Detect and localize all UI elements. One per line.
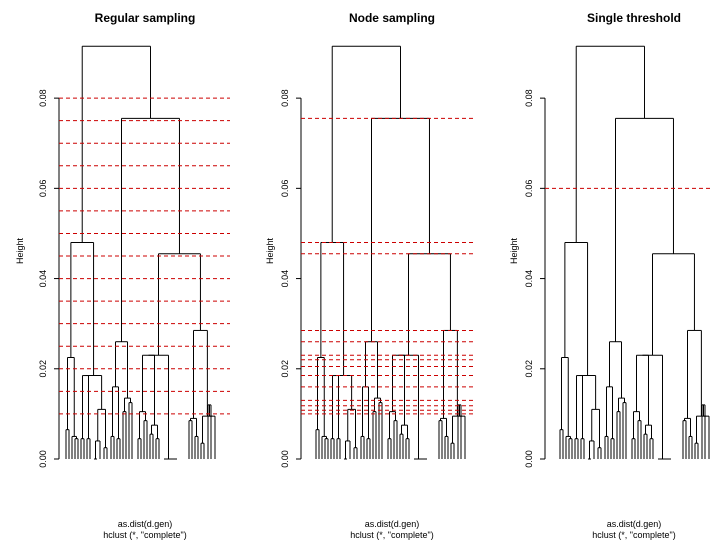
chart-subtitle: as.dist(d.gen) — [365, 519, 420, 529]
y-axis-label: Height — [265, 237, 275, 264]
chart-title: Single threshold — [587, 11, 681, 25]
y-axis-label: Height — [509, 237, 519, 264]
y-tick-label: 0.06 — [280, 180, 290, 198]
y-tick-label: 0.08 — [38, 89, 48, 107]
y-tick-label: 0.00 — [524, 450, 534, 468]
y-tick-label: 0.08 — [524, 89, 534, 107]
y-tick-label: 0.02 — [38, 360, 48, 378]
chart-subtitle: as.dist(d.gen) — [607, 519, 662, 529]
chart-title: Regular sampling — [95, 11, 196, 25]
chart-panel: Single threshold 0.00 0.02 0.04 0.06 0.08 Heig… — [509, 11, 712, 540]
dendrogram — [315, 45, 466, 460]
chart-title: Node sampling — [349, 11, 435, 25]
y-tick-label: 0.02 — [280, 360, 290, 378]
y-axis-label: Height — [15, 237, 25, 264]
chart-subtitle: hclust (*, "complete") — [103, 530, 186, 540]
y-tick-label: 0.04 — [280, 270, 290, 288]
chart-subtitle: as.dist(d.gen) — [118, 519, 173, 529]
chart-panel: Node sampling 0.00 0.02 0.04 0.06 0.08 Height a… — [265, 11, 475, 540]
y-tick-label: 0.00 — [280, 450, 290, 468]
y-tick-label: 0.06 — [38, 180, 48, 198]
y-tick-label: 0.00 — [38, 450, 48, 468]
chart-subtitle: hclust (*, "complete") — [592, 530, 675, 540]
dendrogram — [559, 45, 710, 460]
dendrogram — [65, 45, 216, 460]
chart-panel: Regular sampling 0.00 0.02 0.04 0.06 0.08 Heig… — [15, 11, 230, 540]
y-tick-label: 0.04 — [524, 270, 534, 288]
y-tick-label: 0.08 — [280, 89, 290, 107]
y-tick-label: 0.02 — [524, 360, 534, 378]
y-tick-label: 0.06 — [524, 180, 534, 198]
y-tick-label: 0.04 — [38, 270, 48, 288]
chart-subtitle: hclust (*, "complete") — [350, 530, 433, 540]
